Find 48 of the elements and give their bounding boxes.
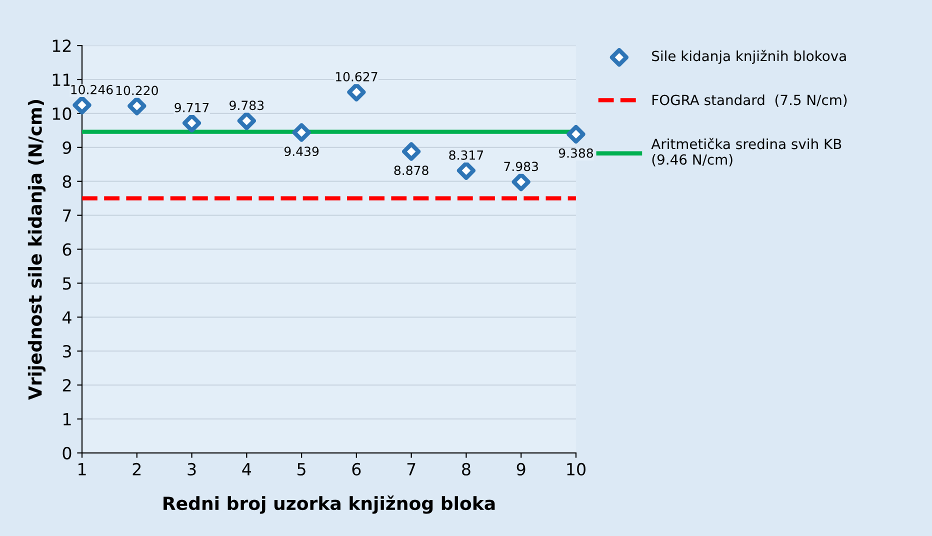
x-tick-label: 5 [298,463,306,476]
point [512,172,530,192]
y-tick-label: 6 [62,243,72,256]
legend-label: Aritmetička sredina svih KB (9.46 N/cm) [651,138,842,166]
y-tick-label: 2 [62,378,71,392]
y-tick-label: 5 [62,277,71,290]
x-tick-label: 10 [567,462,586,476]
x-tick-label: 6 [352,462,361,476]
y-tick-label: 11 [52,74,71,86]
legend-label: Sile kidanja knjižnih blokova [652,50,846,64]
y-tick-label: 10 [52,107,72,120]
x-tick-label: 9 [516,462,526,476]
y-tick-label: 3 [62,345,71,358]
y-tick-label: 8 [62,175,72,188]
point [566,124,586,144]
data-label: 8.317 [449,150,484,160]
data-label: 10.246 [71,84,113,94]
x-tick-label: 2 [132,462,141,476]
y-tick-label: 9 [62,141,72,154]
data-label: 7.983 [504,162,538,172]
y-tick-label: 7 [63,209,71,222]
data-label: 8.878 [394,166,428,176]
y-tick-label: 4 [62,311,72,324]
x-tick-label: 1 [78,463,86,476]
point [347,82,366,102]
x-tick-label: 4 [242,463,252,476]
data-label: 9.388 [558,148,594,158]
data-label: 9.783 [230,100,264,110]
point [292,123,311,142]
point [456,161,476,180]
point [72,96,92,114]
point [402,142,421,161]
data-label: 9.717 [174,102,209,112]
y-tick-label: 0 [62,446,72,460]
point [237,111,256,130]
x-tick-label: 3 [188,462,196,476]
data-label: 10.627 [336,72,378,82]
point [182,114,202,132]
data-label: 9.439 [284,146,319,156]
point [128,96,146,116]
x-axis-title: Redni broj uzorka knjižnog bloka [164,495,495,514]
x-tick-label: 7 [407,463,416,476]
data-label: 10.220 [116,86,158,96]
y-axis-title: Vrijednost sile kidanja (N/cm) [28,100,46,400]
y-tick-label: 1 [64,413,71,426]
y-tick-label: 12 [52,40,71,52]
legend-label: FOGRA standard (7.5 N/cm) [652,94,847,107]
x-tick-label: 8 [462,462,470,476]
